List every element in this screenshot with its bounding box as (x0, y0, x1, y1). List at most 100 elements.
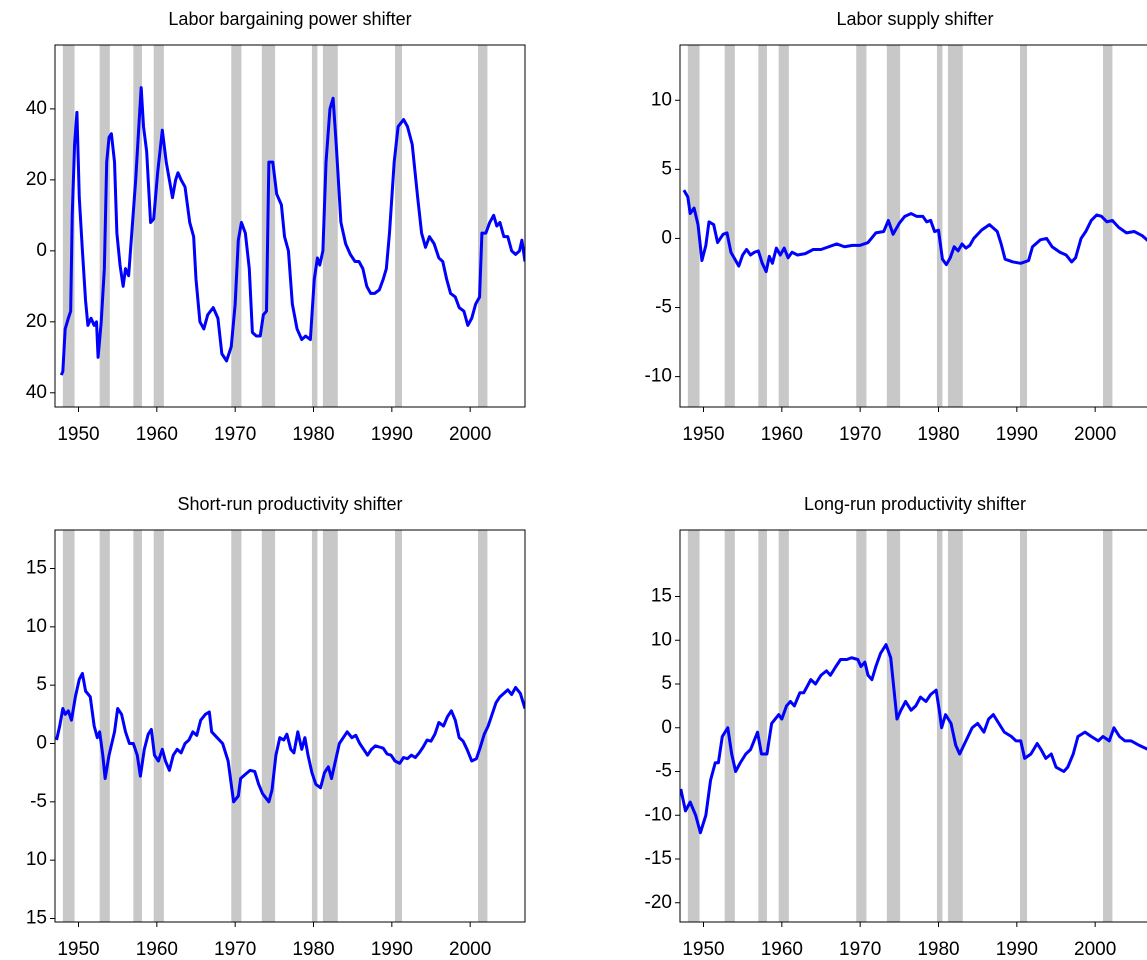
x-tick-label: 1990 (371, 424, 413, 445)
recession-shade (261, 530, 276, 922)
x-tick-label: 1970 (839, 939, 881, 960)
y-tick-label: -10 (645, 804, 672, 825)
plot-area (59, 45, 525, 407)
recession-shade (62, 45, 75, 407)
recession-shade (311, 530, 318, 922)
y-tick-label: 15 (26, 908, 47, 929)
data-line (682, 189, 1147, 274)
x-tick-label: 1950 (57, 939, 99, 960)
x-tick-label: 1990 (996, 424, 1038, 445)
y-tick-label: 40 (26, 98, 47, 119)
recession-shade (886, 530, 901, 922)
x-tick-label: 2000 (449, 939, 491, 960)
recession-shade (936, 530, 943, 922)
x-tick-label: 1960 (761, 424, 803, 445)
recession-shade (478, 45, 488, 407)
recession-shade (936, 45, 943, 407)
x-tick-label: 1970 (839, 424, 881, 445)
recession-shade (311, 45, 318, 407)
y-tick-label: 15 (26, 558, 47, 579)
chart-title: Labor bargaining power shifter (168, 9, 411, 29)
y-tick-label: 0 (36, 733, 47, 754)
x-tick-label: 1980 (917, 939, 959, 960)
y-tick-label: -15 (645, 848, 672, 869)
plot-frame (54, 44, 526, 408)
recession-shade (231, 45, 242, 407)
recession-shade (724, 45, 735, 407)
x-tick-label: 1950 (682, 939, 724, 960)
recession-shade (1103, 45, 1113, 407)
recession-shade (1019, 45, 1028, 407)
recession-shade (856, 530, 867, 922)
panel: Short-run productivity shifter 15 10 5 0 -5 10… (26, 494, 526, 960)
data-line (55, 672, 525, 804)
y-tick-label: -5 (655, 761, 672, 782)
recession-shade (153, 530, 164, 922)
x-tick-label: 2000 (1074, 939, 1116, 960)
panel: Long-run productivity shifter 15 10 5 0 -5 -10… (645, 494, 1147, 960)
recession-shade (394, 45, 403, 407)
y-tick-label: 0 (661, 227, 672, 248)
recession-shade (856, 45, 867, 407)
y-tick-label: 5 (661, 673, 672, 694)
plot-frame (679, 44, 1147, 408)
y-tick-label: 10 (651, 629, 672, 650)
y-tick-label: 0 (36, 240, 47, 261)
y-tick-label: 10 (26, 616, 47, 637)
y-tick-label: -5 (30, 791, 47, 812)
recession-shade (886, 45, 901, 407)
recession-shade (478, 530, 488, 922)
recession-shade (758, 530, 767, 922)
y-tick-label: 10 (26, 849, 47, 870)
x-tick-label: 1990 (371, 939, 413, 960)
x-tick-label: 1980 (917, 424, 959, 445)
data-line (680, 643, 1147, 835)
y-tick-label: -20 (645, 892, 672, 913)
y-tick-label: 40 (26, 382, 47, 403)
recession-shade (687, 530, 700, 922)
recession-shade (153, 45, 164, 407)
x-tick-label: 1960 (761, 939, 803, 960)
plot-frame (54, 529, 526, 923)
recession-shade (687, 45, 700, 407)
x-tick-label: 1980 (292, 939, 334, 960)
x-tick-label: 2000 (449, 424, 491, 445)
panel: Labor bargaining power shifter 40 20 0 20 40 1… (26, 9, 526, 445)
recession-shade (778, 45, 789, 407)
x-tick-label: 1950 (682, 424, 724, 445)
recession-shade (947, 45, 963, 407)
recession-shade (322, 530, 338, 922)
recession-shade (133, 530, 142, 922)
plot-area (55, 530, 525, 922)
y-tick-label: -5 (655, 297, 672, 318)
recession-shade (1019, 530, 1028, 922)
x-tick-label: 1980 (292, 424, 334, 445)
y-tick-label: 0 (661, 717, 672, 738)
y-tick-label: 20 (26, 169, 47, 190)
y-tick-label: 5 (661, 158, 672, 179)
data-line (59, 86, 525, 376)
plot-area (682, 45, 1147, 407)
panel: Labor supply shifter 10 5 0 -5 -10 1950 1960 197… (645, 9, 1147, 445)
recession-shade (99, 530, 110, 922)
recession-shade (394, 530, 403, 922)
y-tick-label: -10 (645, 366, 672, 387)
recession-shade (231, 530, 242, 922)
y-tick-label: 5 (36, 674, 47, 695)
chart-title: Long-run productivity shifter (804, 494, 1026, 514)
x-tick-label: 1960 (136, 939, 178, 960)
recession-shade (62, 530, 75, 922)
recession-shade (947, 530, 963, 922)
recession-shade (133, 45, 142, 407)
recession-shade (724, 530, 735, 922)
x-tick-label: 1970 (214, 939, 256, 960)
x-tick-label: 1970 (214, 424, 256, 445)
plot-frame (679, 529, 1147, 923)
recession-shade (778, 530, 789, 922)
y-tick-label: 20 (26, 311, 47, 332)
recession-shade (758, 45, 767, 407)
recession-shade (1103, 530, 1113, 922)
y-tick-label: 10 (651, 89, 672, 110)
